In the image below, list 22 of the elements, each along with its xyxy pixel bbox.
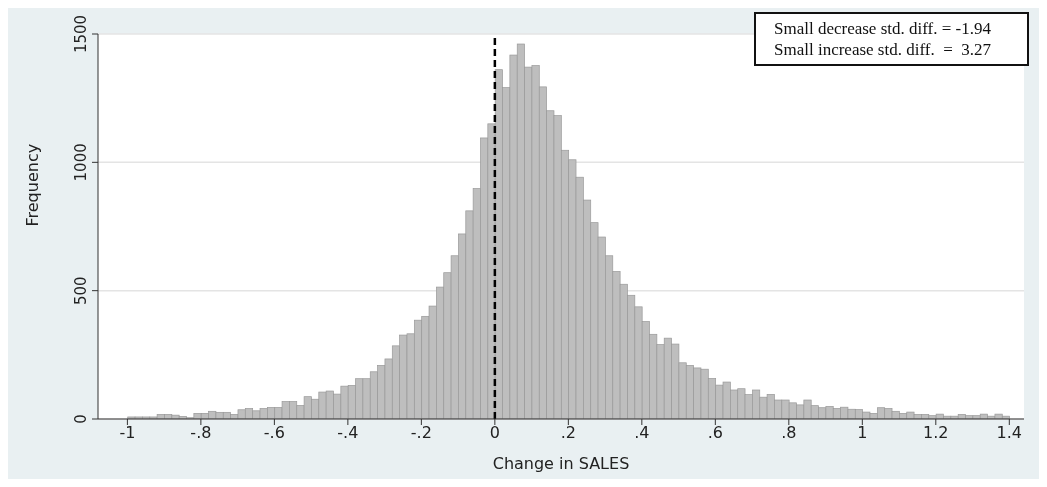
y-tick-label: 1000 bbox=[72, 143, 90, 182]
y-tick-label: 0 bbox=[72, 414, 90, 424]
x-tick-label: .8 bbox=[781, 423, 797, 443]
x-tick-label: -.2 bbox=[410, 423, 432, 443]
x-tick-label: -1 bbox=[119, 423, 136, 443]
annotation: Small increase std. diff. = 3.27 bbox=[773, 39, 991, 60]
x-tick-label: .6 bbox=[707, 423, 723, 443]
x-tick-label: -.6 bbox=[263, 423, 285, 443]
x-tick-label: .4 bbox=[634, 423, 650, 443]
y-tick-label: 1500 bbox=[72, 14, 90, 54]
x-tick-label: 0 bbox=[489, 423, 500, 443]
x-tick-label: .2 bbox=[560, 423, 576, 443]
x-tick-label: 1.4 bbox=[996, 423, 1023, 443]
x-axis-title: Change in SALES bbox=[492, 454, 630, 473]
y-tick-label: 500 bbox=[72, 276, 90, 305]
x-tick-label: -.4 bbox=[337, 423, 359, 443]
x-tick-label: 1.2 bbox=[923, 423, 949, 443]
x-tick-label: -.8 bbox=[190, 423, 212, 443]
annotation: Small decrease std. diff. = -1.94 bbox=[773, 18, 991, 39]
y-axis-title: Frequency bbox=[22, 143, 42, 227]
x-tick-label: 1 bbox=[857, 423, 868, 443]
note-box: Small decrease std. diff. = -1.94 Small increase std. diff. = 3.27 bbox=[754, 12, 1029, 66]
